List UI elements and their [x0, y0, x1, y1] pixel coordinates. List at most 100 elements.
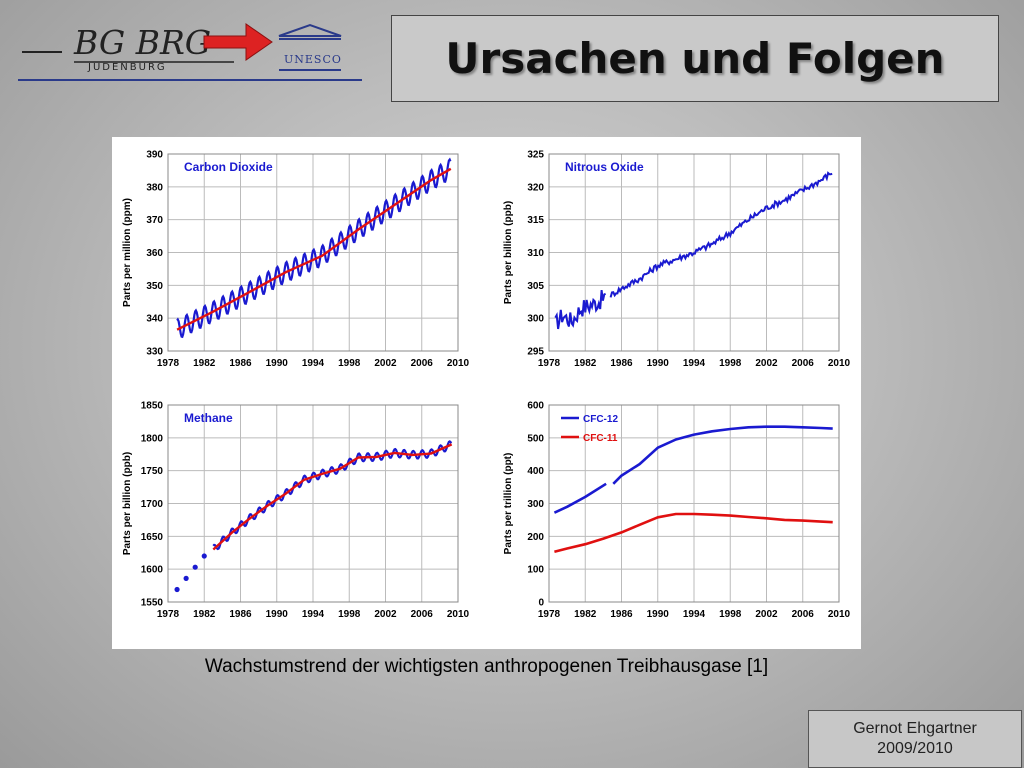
x-tick-label: 2010 [828, 609, 851, 620]
y-tick-label: 380 [146, 182, 163, 193]
x-tick-label: 2002 [755, 609, 778, 620]
y-axis-label: Parts per billion (ppb) [122, 452, 133, 555]
x-tick-label: 1978 [538, 358, 561, 369]
series-cfc-12 [612, 425, 833, 485]
x-tick-label: 2002 [755, 358, 778, 369]
y-axis-label: Parts per trillion (ppt) [503, 453, 514, 555]
x-tick-label: 1998 [338, 358, 361, 369]
x-tick-label: 1998 [719, 609, 742, 620]
chart-svg: 1978 1982 1986 1990 1994 1998 2002 2006 2010 330 3… [122, 150, 851, 621]
x-tick-label: 2006 [411, 358, 434, 369]
y-tick-label: 600 [527, 401, 544, 412]
y-tick-label: 1600 [141, 565, 164, 576]
chart-title: Carbon Dioxide [184, 160, 273, 174]
y-tick-label: 315 [527, 215, 544, 226]
y-tick-label: 350 [146, 281, 163, 292]
greenhouse-gas-figure: 1978 1982 1986 1990 1994 1998 2002 2006 2010 330 3… [112, 137, 861, 649]
plot-frame [548, 153, 840, 352]
x-tick-label: 1990 [266, 358, 289, 369]
x-tick-label: 2010 [828, 358, 851, 369]
y-tick-label: 400 [527, 466, 544, 477]
y-tick-label: 370 [146, 215, 163, 226]
y-tick-label: 1750 [141, 466, 164, 477]
author-year: 2009/2010 [877, 740, 953, 757]
x-tick-label: 1986 [229, 358, 252, 369]
y-tick-label: 1700 [141, 499, 164, 510]
legend-label: CFC-12 [583, 414, 618, 425]
series-cfc-12 [553, 482, 607, 514]
series-seasonal-1 [212, 440, 453, 551]
x-tick-label: 1978 [157, 609, 180, 620]
y-tick-label: 325 [527, 150, 544, 161]
y-tick-label: 0 [538, 598, 544, 609]
x-tick-label: 1990 [266, 609, 289, 620]
series-trend-1 [176, 167, 452, 331]
author-name: Gernot Ehgartner [853, 720, 977, 737]
x-tick-label: 1978 [157, 358, 180, 369]
x-tick-label: 2006 [792, 358, 815, 369]
x-tick-label: 1986 [610, 609, 633, 620]
x-tick-label: 1998 [719, 358, 742, 369]
data-point [183, 575, 189, 581]
y-tick-label: 1850 [141, 401, 164, 412]
x-tick-label: 1982 [574, 609, 597, 620]
x-tick-label: 1994 [683, 358, 706, 369]
y-tick-label: 340 [146, 314, 163, 325]
y-axis-label: Parts per million (ppm) [122, 198, 133, 307]
y-tick-label: 1550 [141, 598, 164, 609]
y-tick-label: 200 [527, 532, 544, 543]
school-logo: BG BRG JUDENBURG UNESCO [14, 12, 364, 84]
series-noisy-0 [554, 289, 607, 330]
y-tick-label: 295 [527, 347, 544, 358]
y-axis-label: Parts per billion (ppb) [503, 201, 514, 304]
y-tick-label: 310 [527, 248, 544, 259]
y-tick-label: 360 [146, 248, 163, 259]
figure-caption: Wachstumstrend der wichtigsten anthropog… [204, 656, 769, 677]
x-tick-label: 1990 [647, 358, 670, 369]
data-point [192, 564, 198, 570]
series-seasonal-0 [176, 157, 452, 339]
series-cfc-11 [554, 512, 833, 554]
series-noisy-0 [609, 171, 833, 298]
data-point [174, 586, 180, 593]
plot-frame [167, 404, 459, 603]
data-point [201, 553, 207, 559]
y-tick-label: 330 [146, 347, 163, 358]
legend-label: CFC-11 [583, 433, 618, 444]
x-tick-label: 1978 [538, 609, 561, 620]
x-tick-label: 1982 [193, 609, 216, 620]
y-tick-label: 305 [527, 281, 544, 292]
slide-title: Ursachen und Folgen [445, 34, 945, 83]
y-tick-label: 300 [527, 314, 544, 325]
y-tick-label: 300 [527, 499, 544, 510]
logo-city-text: JUDENBURG [87, 62, 167, 73]
plot-frame [548, 404, 840, 603]
y-tick-label: 390 [146, 150, 163, 161]
x-tick-label: 1986 [229, 609, 252, 620]
chart-panel-2: 1978 1982 1986 1990 1994 1998 2002 2006 2010 295 3… [503, 150, 851, 370]
x-tick-label: 1994 [683, 609, 706, 620]
logo-arrow-icon [203, 23, 273, 61]
x-tick-label: 1990 [647, 609, 670, 620]
x-tick-label: 1994 [302, 358, 325, 369]
y-tick-label: 500 [527, 433, 544, 444]
author-box: Gernot Ehgartner 2009/2010 [808, 710, 1022, 768]
y-tick-label: 1650 [141, 532, 164, 543]
x-tick-label: 1982 [574, 358, 597, 369]
y-tick-label: 1800 [141, 433, 164, 444]
series-trend-2 [212, 443, 453, 551]
y-tick-label: 100 [527, 565, 544, 576]
x-tick-label: 1994 [302, 609, 325, 620]
chart-panel-3: 1978 1982 1986 1990 1994 1998 2002 2006 2010 1550… [122, 401, 470, 621]
x-tick-label: 2002 [374, 609, 397, 620]
y-tick-label: 320 [527, 182, 544, 193]
plot-frame [167, 153, 459, 352]
title-box: Ursachen und Folgen [391, 15, 999, 102]
chart-panel-1: 1978 1982 1986 1990 1994 1998 2002 2006 2010 330 3… [122, 150, 470, 370]
x-tick-label: 2002 [374, 358, 397, 369]
x-tick-label: 2010 [447, 358, 470, 369]
x-tick-label: 2010 [447, 609, 470, 620]
chart-panel-4: 1978 1982 1986 1990 1994 1998 2002 2006 2010 0 100… [503, 401, 851, 621]
x-tick-label: 1982 [193, 358, 216, 369]
unesco-icon: UNESCO [278, 23, 342, 71]
